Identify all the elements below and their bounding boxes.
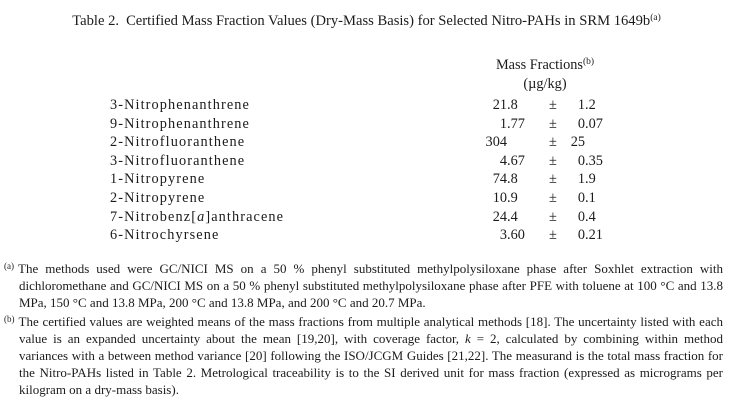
uncertainty-value-frac: .07 bbox=[585, 115, 603, 132]
uncertainty-value-int: 1 bbox=[577, 97, 585, 113]
mass-fraction-value-frac: .8 bbox=[507, 97, 518, 113]
uncertainty-value-frac: .35 bbox=[585, 152, 603, 169]
uncertainty-value-frac: .9 bbox=[585, 171, 596, 188]
footnote-text: k bbox=[464, 331, 471, 346]
table-row: 7-Nitrobenz[a]anthracene 24.4 ±0.4 bbox=[0, 208, 733, 227]
table-title-label: Table 2. bbox=[72, 13, 120, 29]
plus-minus-symbol: ± bbox=[549, 134, 557, 151]
plus-minus-symbol: ± bbox=[549, 171, 557, 188]
uncertainty-value-int: 0 bbox=[577, 208, 585, 225]
footnote-marker: (b) bbox=[4, 314, 15, 324]
plus-minus-symbol: ± bbox=[549, 152, 557, 169]
column-header-units: (µg/kg) bbox=[523, 75, 567, 92]
table-body: 3-Nitrophenanthrene 21.8 ±1.2 9-Nitrophenan… bbox=[0, 96, 733, 245]
mass-fraction-value-int: 304 bbox=[485, 134, 507, 151]
uncertainty-value-frac: .1 bbox=[585, 189, 596, 206]
table-row: 3-Nitrofluoranthene 4.67 ±0.35 bbox=[0, 152, 733, 171]
uncertainty-value-int: 0 bbox=[577, 189, 585, 206]
table-title: Table 2. Certified Mass Fraction Values (… bbox=[0, 9, 733, 30]
mass-fraction-value-int: 3 bbox=[499, 227, 507, 244]
plus-minus-symbol: ± bbox=[549, 115, 557, 132]
mass-fraction-value-int: 24 bbox=[492, 208, 507, 225]
footnotes-section: (a) The methods used were GC/NICI MS on a… bbox=[4, 258, 723, 398]
compound-name: 3-Nitrofluoranthene bbox=[110, 152, 246, 169]
compound-name: 3-Nitrophenanthrene bbox=[110, 97, 250, 113]
compound-name: 9-Nitrophenanthrene bbox=[110, 115, 250, 132]
mass-fraction-value-int: 4 bbox=[499, 152, 507, 169]
footnote-text: The methods used were GC/NICI MS on a 50… bbox=[18, 261, 723, 310]
uncertainty-value-int: 1 bbox=[577, 171, 585, 188]
mass-fraction-value-int: 1 bbox=[499, 115, 507, 132]
mass-fraction-value-frac: .9 bbox=[507, 189, 518, 206]
uncertainty-value-int: 25 bbox=[570, 134, 585, 151]
table-row: 1-Nitropyrene 74.8 ±1.9 bbox=[0, 170, 733, 189]
mass-fraction-value-int: 74 bbox=[492, 171, 507, 188]
plus-minus-symbol: ± bbox=[549, 189, 557, 206]
uncertainty-value-int: 0 bbox=[577, 227, 585, 244]
table-row: 9-Nitrophenanthrene 1.77 ±0.07 bbox=[0, 115, 733, 134]
footnote-text: The certified values are weighted means … bbox=[18, 314, 724, 346]
uncertainty-value-frac: .4 bbox=[585, 208, 596, 225]
column-header-label: Mass Fractions bbox=[495, 57, 583, 73]
table-row: 2-Nitropyrene 10.9 ±0.1 bbox=[0, 189, 733, 208]
mass-fraction-value-frac: .4 bbox=[507, 208, 518, 225]
table-title-superscript: (a) bbox=[650, 13, 661, 23]
footnote-text: = 2, calculated by combining within meth… bbox=[19, 331, 723, 397]
footnote-marker: (a) bbox=[4, 261, 14, 271]
uncertainty-value-int: 0 bbox=[577, 152, 585, 169]
plus-minus-symbol: ± bbox=[549, 227, 557, 244]
mass-fraction-value-int: 21 bbox=[492, 97, 507, 113]
compound-name: 2-Nitrofluoranthene bbox=[110, 134, 246, 151]
table-row: 3-Nitrophenanthrene 21.8 ±1.2 bbox=[0, 96, 733, 115]
column-header: Mass Fractions(b) (µg/kg) bbox=[420, 53, 670, 93]
mass-fraction-value-frac: .60 bbox=[507, 227, 525, 244]
plus-minus-symbol: ± bbox=[549, 208, 557, 225]
mass-fraction-value-int: 10 bbox=[492, 189, 507, 206]
compound-name: 1-Nitropyrene bbox=[110, 171, 206, 188]
table-title-text: Certified Mass Fraction Values (Dry-Mass… bbox=[126, 13, 651, 29]
plus-minus-symbol: ± bbox=[549, 97, 557, 113]
table-row: 2-Nitrofluoranthene 304 ±25 bbox=[0, 133, 733, 152]
column-header-line1: Mass Fractions(b) bbox=[420, 53, 670, 75]
compound-name: 6-Nitrochyrsene bbox=[110, 227, 220, 244]
compound-name: 7-Nitrobenz[a]anthracene bbox=[110, 208, 285, 225]
uncertainty-value-frac: .21 bbox=[585, 227, 603, 244]
uncertainty-value-frac: .2 bbox=[585, 97, 596, 113]
uncertainty-value-int: 0 bbox=[577, 115, 585, 132]
compound-name: 2-Nitropyrene bbox=[110, 189, 206, 206]
table-row: 6-Nitrochyrsene 3.60 ±0.21 bbox=[0, 226, 733, 245]
mass-fraction-value-frac: .8 bbox=[507, 171, 518, 188]
mass-fraction-value-frac: .67 bbox=[507, 152, 525, 169]
mass-fraction-value-frac: .77 bbox=[507, 115, 525, 132]
column-header-superscript: (b) bbox=[582, 57, 595, 67]
footnote: (a) The methods used were GC/NICI MS on a… bbox=[4, 258, 723, 311]
footnote: (b) The certified values are weighted mea… bbox=[4, 311, 723, 398]
